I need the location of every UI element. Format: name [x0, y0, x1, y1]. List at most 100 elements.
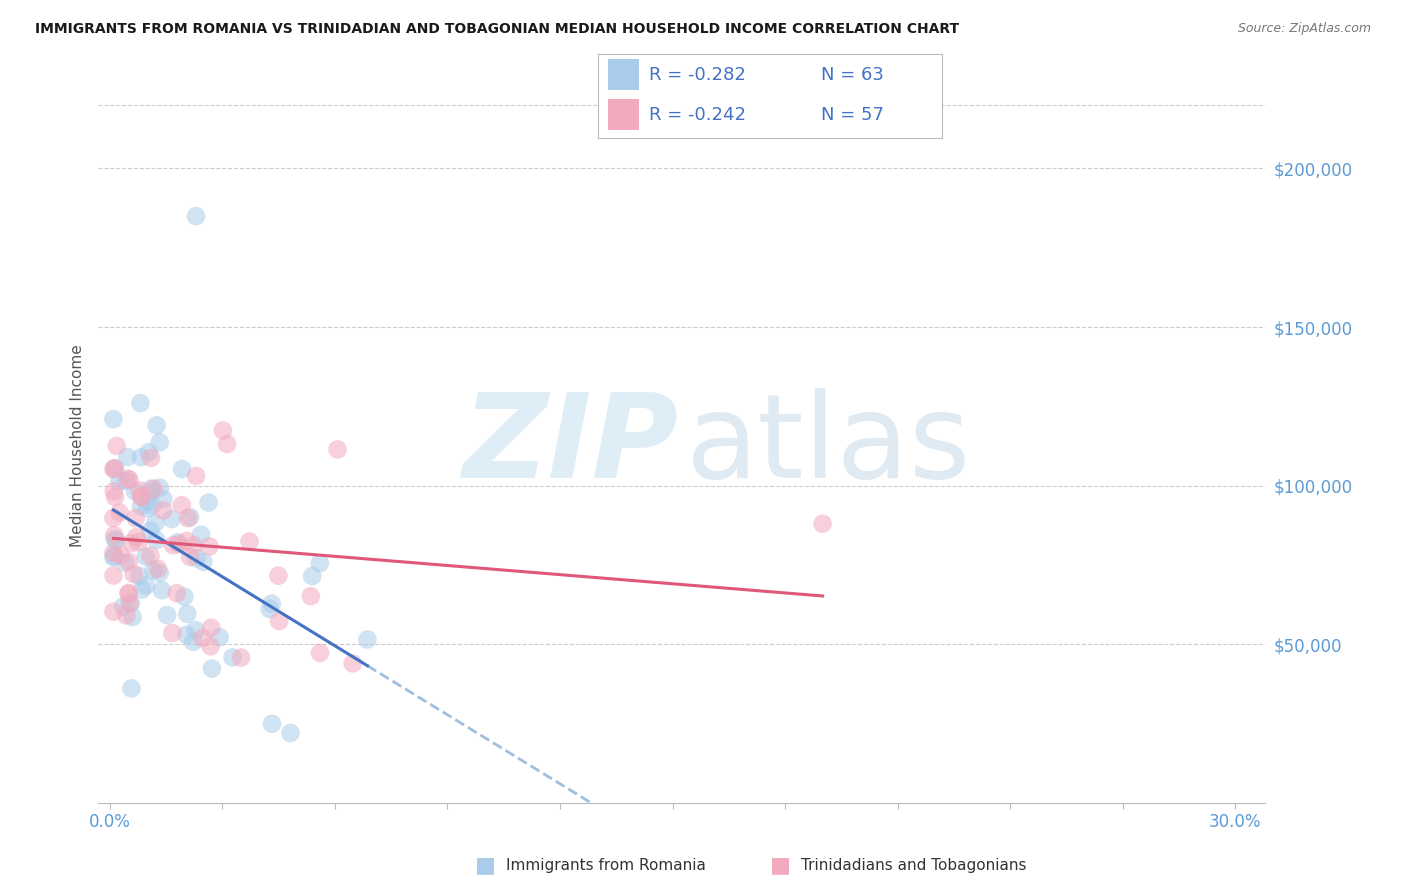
Text: R = -0.282: R = -0.282	[650, 66, 747, 84]
Point	[129, 500, 152, 514]
Text: R = -0.242: R = -0.242	[650, 105, 747, 123]
Point	[221, 650, 243, 665]
Point	[104, 533, 127, 547]
Point	[120, 597, 142, 611]
Point	[128, 483, 150, 498]
Point	[128, 535, 150, 549]
Point	[162, 626, 184, 640]
Point	[184, 209, 207, 223]
Point	[167, 537, 190, 551]
Point	[179, 549, 201, 564]
Point	[190, 527, 212, 541]
Point	[124, 484, 146, 499]
Point	[117, 586, 139, 600]
Point	[135, 549, 157, 564]
FancyBboxPatch shape	[607, 99, 638, 130]
Point	[152, 503, 174, 517]
Text: Immigrants from Romania: Immigrants from Romania	[506, 858, 706, 872]
Point	[103, 511, 125, 525]
Point	[118, 596, 141, 610]
Point	[108, 506, 131, 520]
Point	[238, 534, 260, 549]
Point	[217, 437, 239, 451]
Point	[103, 484, 125, 499]
Point	[141, 482, 163, 496]
Point	[122, 566, 145, 581]
Point	[149, 566, 172, 580]
Point	[139, 450, 162, 465]
Point	[125, 530, 148, 544]
Text: Trinidadians and Tobagonians: Trinidadians and Tobagonians	[801, 858, 1026, 872]
Point	[115, 608, 138, 623]
Text: atlas: atlas	[685, 389, 970, 503]
Point	[145, 533, 167, 548]
Text: ■: ■	[770, 855, 790, 875]
Point	[103, 549, 125, 564]
Point	[141, 498, 163, 512]
Point	[121, 681, 143, 696]
Point	[105, 439, 128, 453]
Point	[208, 630, 231, 644]
Point	[105, 533, 128, 548]
Point	[150, 583, 173, 598]
Point	[184, 623, 207, 637]
Text: N = 57: N = 57	[821, 105, 884, 123]
Point	[170, 498, 193, 512]
Point	[179, 510, 201, 524]
Point	[129, 450, 152, 465]
Point	[229, 650, 252, 665]
FancyBboxPatch shape	[607, 60, 638, 90]
Text: N = 63: N = 63	[821, 66, 884, 84]
Point	[131, 490, 153, 504]
Point	[176, 628, 198, 642]
Point	[103, 462, 125, 476]
Point	[260, 716, 283, 731]
Point	[156, 608, 179, 623]
Point	[259, 602, 281, 616]
Point	[160, 512, 183, 526]
Point	[186, 469, 208, 483]
Text: IMMIGRANTS FROM ROMANIA VS TRINIDADIAN AND TOBAGONIAN MEDIAN HOUSEHOLD INCOME CO: IMMIGRANTS FROM ROMANIA VS TRINIDADIAN A…	[35, 22, 959, 37]
Point	[201, 662, 224, 676]
Point	[103, 568, 125, 582]
Point	[342, 657, 364, 671]
Point	[177, 511, 200, 525]
Point	[176, 533, 198, 548]
Point	[260, 597, 283, 611]
Point	[104, 490, 127, 504]
Point	[142, 563, 165, 577]
Point	[103, 528, 125, 542]
Point	[115, 474, 138, 488]
Point	[142, 482, 165, 496]
Point	[117, 450, 139, 464]
Point	[139, 486, 162, 500]
Point	[212, 424, 235, 438]
Text: ■: ■	[475, 855, 495, 875]
Point	[103, 546, 125, 560]
Point	[114, 556, 136, 570]
Point	[103, 461, 125, 475]
Point	[104, 461, 127, 475]
Point	[166, 535, 188, 549]
Point	[138, 445, 160, 459]
Point	[124, 511, 146, 525]
Point	[152, 491, 174, 506]
Point	[136, 501, 159, 516]
Point	[139, 524, 162, 538]
Point	[103, 412, 125, 426]
Point	[309, 646, 332, 660]
Point	[166, 586, 188, 600]
Point	[118, 473, 141, 487]
Point	[173, 590, 195, 604]
Point	[121, 610, 143, 624]
Point	[183, 538, 205, 552]
Point	[191, 631, 214, 645]
Point	[135, 578, 157, 592]
Point	[108, 475, 131, 489]
Point	[121, 536, 143, 550]
Point	[186, 551, 208, 566]
Y-axis label: Median Household Income: Median Household Income	[69, 344, 84, 548]
Point	[181, 635, 204, 649]
Point	[112, 599, 135, 614]
Point	[162, 538, 184, 552]
